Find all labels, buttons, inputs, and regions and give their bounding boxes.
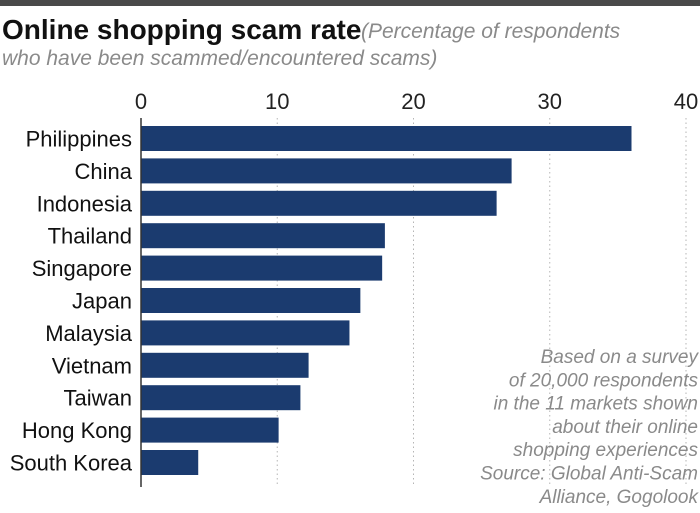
- note-line: about their online: [552, 417, 698, 438]
- note-line: Based on a survey: [541, 347, 700, 368]
- category-label: Indonesia: [37, 191, 133, 216]
- bar: [141, 288, 361, 313]
- x-tick-label: 30: [538, 89, 562, 114]
- category-label: Singapore: [32, 256, 132, 281]
- category-label: Vietnam: [52, 353, 132, 378]
- x-tick-label: 20: [401, 89, 425, 114]
- chart-subtitle-line: (Percentage of respondents: [361, 20, 621, 43]
- category-label: China: [75, 159, 133, 184]
- category-label: Thailand: [48, 224, 132, 249]
- x-tick-label: 40: [674, 89, 698, 114]
- note-line: in the 11 markets shown: [493, 394, 698, 415]
- bar: [141, 320, 350, 346]
- bar: [141, 385, 301, 411]
- bar: [141, 255, 383, 281]
- category-label: Hong Kong: [22, 418, 132, 443]
- bar: [141, 417, 279, 443]
- source-line: Alliance, Gogolook: [539, 487, 700, 508]
- bar: [141, 450, 199, 475]
- category-label: South Korea: [10, 451, 133, 476]
- note-line: shopping experiences: [513, 440, 698, 461]
- bar: [141, 223, 385, 249]
- category-label: Philippines: [26, 127, 132, 152]
- chart-title: Online shopping scam rate: [2, 14, 361, 45]
- category-label: Malaysia: [45, 321, 133, 346]
- top-rule: [0, 0, 700, 6]
- x-tick-label: 10: [265, 89, 289, 114]
- bar: [141, 352, 309, 378]
- bar: [141, 126, 632, 151]
- x-tick-label: 0: [135, 89, 147, 114]
- bar: [141, 190, 497, 216]
- chart-subtitle-line: who have been scammed/encountered scams): [2, 47, 437, 70]
- category-label: Japan: [72, 289, 132, 314]
- source-line: Source: Global Anti-Scam: [480, 464, 698, 485]
- note-line: of 20,000 respondents: [509, 370, 699, 391]
- bar: [141, 158, 512, 184]
- category-label: Taiwan: [64, 386, 132, 411]
